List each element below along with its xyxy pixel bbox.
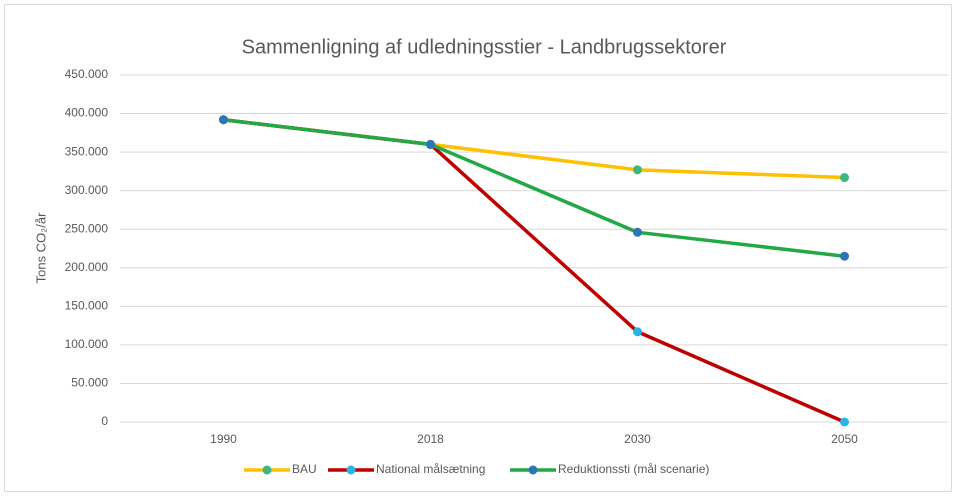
x-tick-label: 2050 xyxy=(831,432,858,446)
y-axis-label: Tons CO₂/år xyxy=(33,212,48,283)
legend-marker xyxy=(346,465,356,475)
x-tick-label: 2018 xyxy=(417,432,444,446)
legend-label: Reduktionssti (mål scenarie) xyxy=(558,462,709,476)
y-tick-label: 150.000 xyxy=(65,299,109,313)
data-point xyxy=(633,227,642,237)
y-tick-label: 100.000 xyxy=(65,337,109,351)
data-point xyxy=(840,173,849,183)
legend-marker xyxy=(528,465,538,475)
chart-border xyxy=(4,4,952,492)
y-tick-label: 300.000 xyxy=(65,183,109,197)
y-tick-label: 0 xyxy=(101,414,108,428)
x-tick-label: 2030 xyxy=(624,432,651,446)
data-point xyxy=(633,165,642,175)
data-point xyxy=(219,115,228,125)
data-point xyxy=(426,139,435,149)
series-line xyxy=(223,117,845,258)
y-tick-label: 350.000 xyxy=(65,144,109,158)
x-tick-label: 1990 xyxy=(210,432,237,446)
y-tick-label: 200.000 xyxy=(65,260,109,274)
data-point xyxy=(840,251,849,261)
y-tick-label: 450.000 xyxy=(65,67,109,81)
y-tick-label: 50.000 xyxy=(71,376,108,390)
y-tick-label: 250.000 xyxy=(65,221,109,235)
chart-title: Sammenligning af udledningsstier - Landb… xyxy=(242,36,727,58)
legend-label: National målsætning xyxy=(376,462,485,476)
legend-label: BAU xyxy=(292,462,317,476)
data-point xyxy=(633,327,642,337)
y-tick-label: 400.000 xyxy=(65,106,109,120)
legend-marker xyxy=(262,465,272,475)
data-point xyxy=(840,417,849,427)
